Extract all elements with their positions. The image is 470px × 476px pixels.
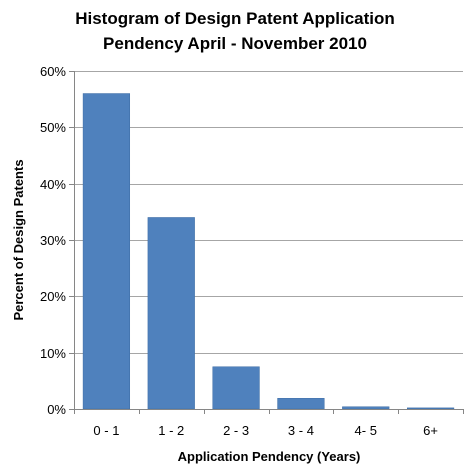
x-axis-title: Application Pendency (Years) (178, 449, 361, 464)
y-tick-label: 60% (40, 64, 66, 79)
bars (82, 93, 455, 410)
bar (342, 406, 390, 410)
y-tick-label: 10% (40, 346, 66, 361)
axes (69, 71, 464, 414)
chart-title-line-2: Pendency April - November 2010 (103, 34, 367, 53)
chart-title-line-1: Histogram of Design Patent Application (75, 9, 395, 28)
x-tick-label: 0 - 1 (93, 423, 119, 438)
x-tick-label: 4- 5 (355, 423, 377, 438)
y-tick-label: 50% (40, 120, 66, 135)
x-tick-label: 1 - 2 (158, 423, 184, 438)
bar (406, 407, 455, 410)
y-tick-label: 20% (40, 289, 66, 304)
x-tick-label: 6+ (423, 423, 438, 438)
bar (82, 93, 131, 410)
y-tick-label: 40% (40, 177, 66, 192)
x-tick-label: 2 - 3 (223, 423, 249, 438)
x-tick-labels: 0 - 1 1 - 2 2 - 3 3 - 4 4- 5 6+ (93, 423, 438, 438)
y-tick-label: 0% (47, 402, 66, 417)
x-tick-label: 3 - 4 (288, 423, 314, 438)
gridlines (74, 71, 463, 354)
y-tick-label: 30% (40, 233, 66, 248)
y-axis-title: Percent of Design Patents (11, 159, 26, 320)
bar (212, 366, 260, 410)
bar (277, 398, 325, 410)
bar (147, 217, 195, 410)
y-tick-labels: 0% 10% 20% 30% 40% 50% 60% (40, 64, 66, 417)
